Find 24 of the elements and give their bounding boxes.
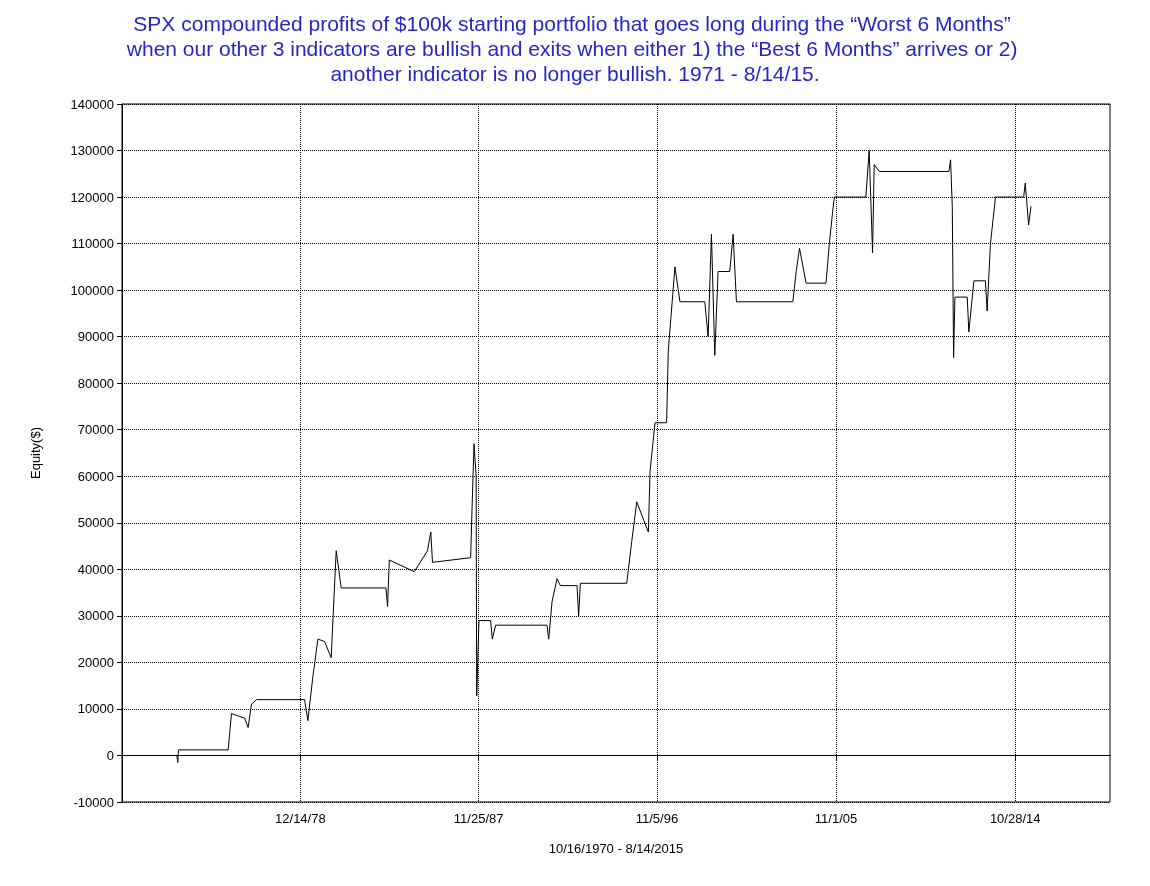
- y-tick-label: 80000: [77, 375, 114, 391]
- x-axis-title: 10/16/1970 - 8/14/2015: [548, 841, 684, 856]
- x-tick-label: 11/25/87: [453, 811, 504, 826]
- y-axis-title: Equity($): [28, 426, 43, 480]
- y-tick-label: 100000: [70, 282, 114, 298]
- x-tick-label: 11/1/05: [814, 811, 858, 826]
- y-tick-label: 40000: [77, 561, 114, 577]
- y-tick-label: 90000: [77, 329, 114, 345]
- x-tick-label: 11/5/96: [635, 811, 679, 826]
- x-tick-label: 12/14/78: [275, 811, 326, 826]
- y-tick-label: 0: [106, 747, 114, 763]
- y-tick-label: 10000: [77, 701, 114, 717]
- y-tick-label: 120000: [70, 189, 114, 205]
- chart-title: SPX compounded profits of $100k starting portfolio that goes long during the “Worst 6 Months” when our other 3 indicators are bullish and exits when either 1) the “Best 6 Months” arrives or 2) another indicator is no longer bullish. 1971 - 8/14/15.: [125, 12, 1024, 85]
- y-tick-label: 110000: [71, 236, 114, 252]
- y-tick-label: 140000: [70, 96, 114, 112]
- y-tick-label: 70000: [77, 422, 114, 438]
- y-tick-label: 130000: [70, 143, 114, 159]
- x-tick-label: 10/28/14: [989, 811, 1041, 826]
- y-tick-label: 20000: [77, 654, 114, 670]
- y-tick-label: 50000: [77, 515, 114, 531]
- y-tick-label: 60000: [77, 468, 114, 484]
- y-tick-label: 30000: [77, 608, 114, 624]
- y-tick-label: -10000: [73, 794, 114, 810]
